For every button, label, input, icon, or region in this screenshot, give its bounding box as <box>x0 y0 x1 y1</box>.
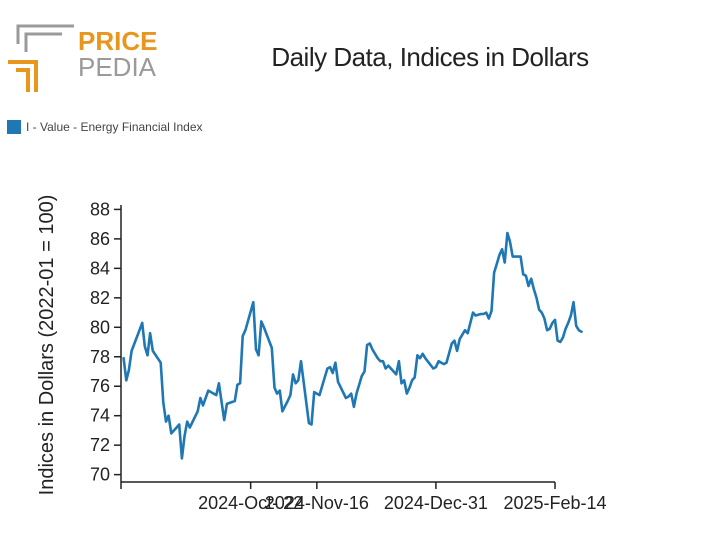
y-tick-label: 82 <box>90 288 110 308</box>
pricepedia-logo: PRICE PEDIA <box>8 24 157 92</box>
y-tick-label: 76 <box>90 376 110 396</box>
legend[interactable]: I - Value - Energy Financial Index <box>7 119 203 135</box>
y-axis: 70 72 74 76 78 80 82 84 86 88 <box>90 199 122 485</box>
x-tick-label: 2025-Feb-14 <box>503 493 606 513</box>
series-layer <box>122 231 583 460</box>
y-tick-label: 70 <box>90 465 110 485</box>
chart-title: Daily Data, Indices in Dollars <box>271 42 589 72</box>
legend-swatch <box>7 120 21 134</box>
y-tick-label: 78 <box>90 347 110 367</box>
y-tick-label: 80 <box>90 317 110 337</box>
legend-label: I - Value - Energy Financial Index <box>26 120 203 134</box>
y-tick-label: 86 <box>90 229 110 249</box>
y-tick-label: 84 <box>90 258 110 278</box>
x-tick-label: 2024-Nov-16 <box>265 493 369 513</box>
x-tick-label: 2024-Dec-31 <box>384 493 488 513</box>
y-tick-label: 74 <box>90 406 110 426</box>
logo-word-pedia: PEDIA <box>78 52 157 82</box>
y-tick-label: 72 <box>90 435 110 455</box>
logo-word-price: PRICE <box>78 26 157 56</box>
y-axis-label: Indices in Dollars (2022-01 = 100) <box>36 195 58 496</box>
x-tick-label: 2024-Oct- 22 <box>198 493 303 513</box>
series-line-0 <box>122 231 583 460</box>
y-tick-label: 88 <box>90 199 110 219</box>
